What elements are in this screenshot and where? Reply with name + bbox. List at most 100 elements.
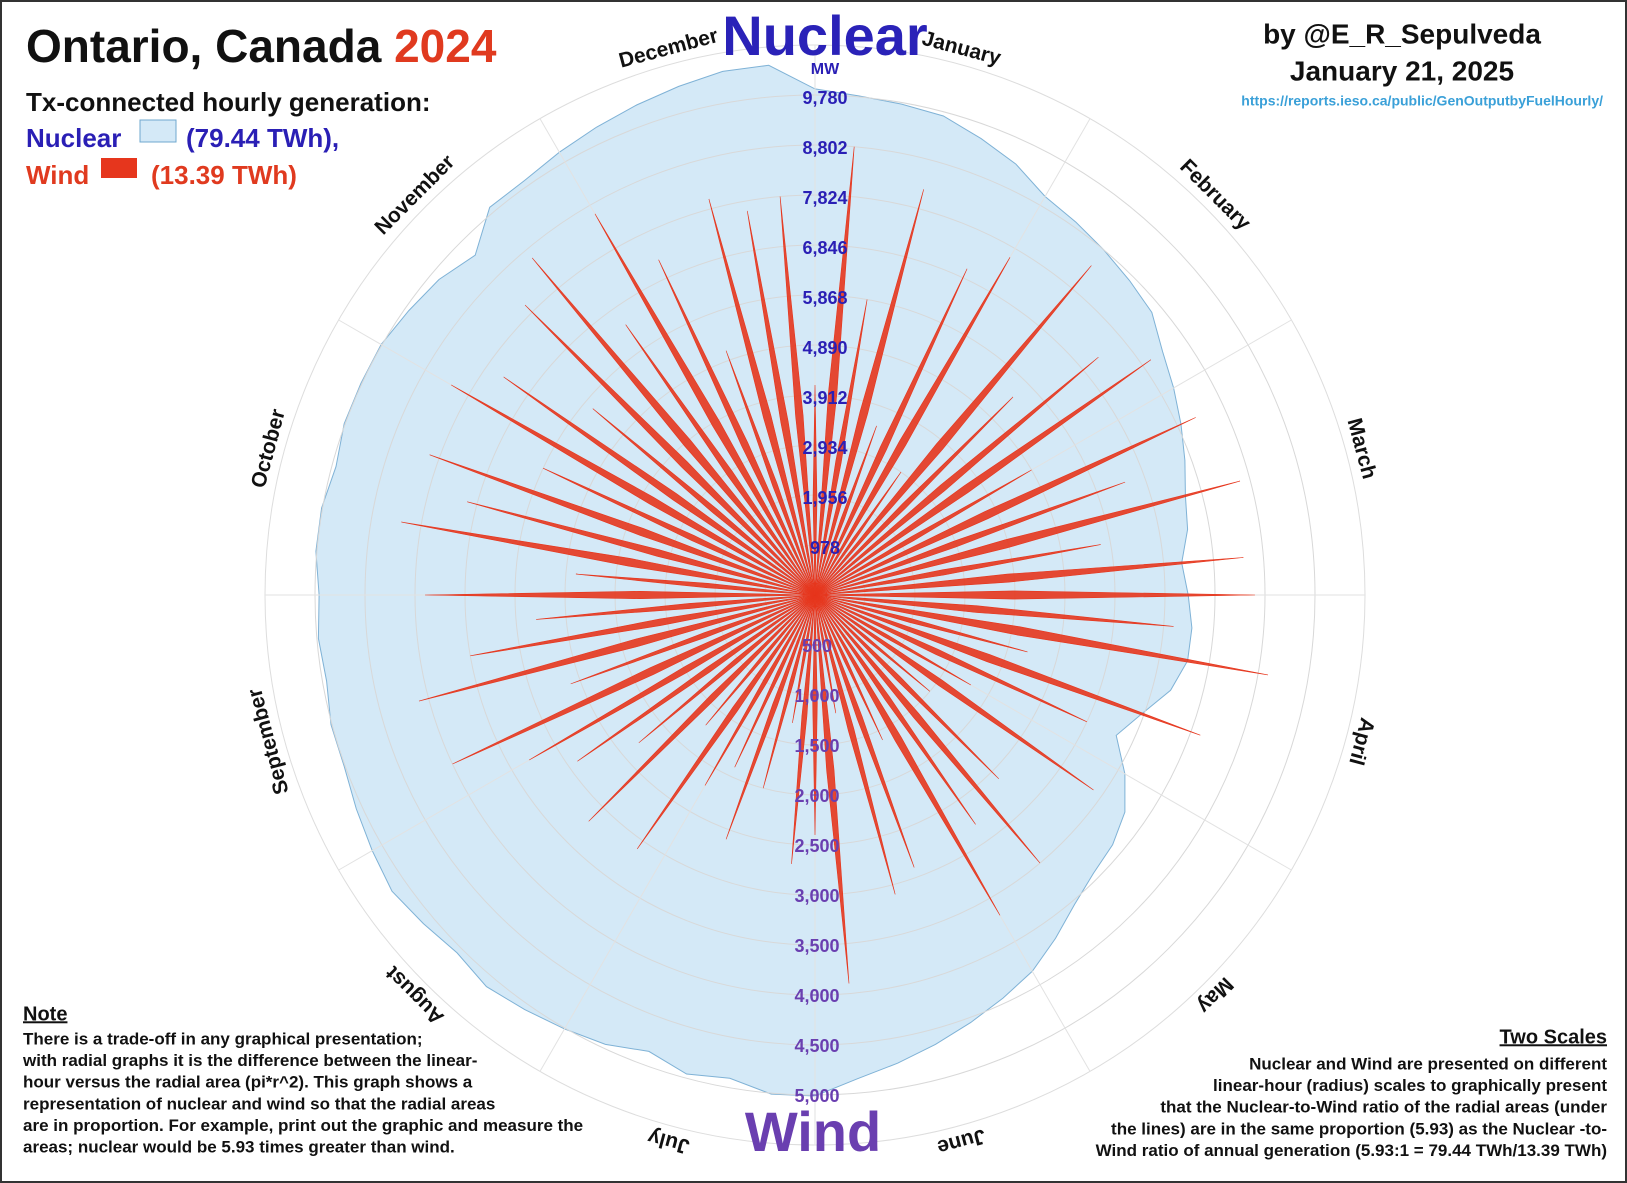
wind-spike bbox=[762, 594, 816, 789]
y2-tick-label: 500 bbox=[802, 636, 832, 656]
wind-spike bbox=[588, 594, 816, 822]
wind-spike bbox=[814, 189, 924, 596]
y-tick-label: 8,802 bbox=[802, 138, 847, 158]
wind-spike bbox=[467, 501, 816, 596]
y2-tick-label: 3,500 bbox=[794, 936, 839, 956]
unit-label: MW bbox=[811, 61, 840, 78]
wind-spike bbox=[592, 408, 816, 596]
wind-spike bbox=[814, 594, 883, 741]
wind-spike bbox=[536, 594, 816, 620]
wind-spike bbox=[814, 594, 1201, 736]
y-tick-label: 9,780 bbox=[802, 88, 847, 108]
y2-tick-label: 4,500 bbox=[794, 1036, 839, 1056]
wind-spike bbox=[577, 594, 816, 762]
date: January 21, 2025 bbox=[1290, 55, 1514, 86]
wind-spike bbox=[725, 594, 816, 840]
y2-tick-label: 2,500 bbox=[794, 836, 839, 856]
y2-tick-label: 1,500 bbox=[794, 736, 839, 756]
wind-spike bbox=[625, 324, 816, 596]
wind-spike bbox=[594, 213, 816, 596]
wind-spike bbox=[542, 467, 816, 596]
note-line: with radial graphs it is the difference … bbox=[22, 1051, 477, 1070]
wind-spike bbox=[814, 594, 972, 686]
wind-spike bbox=[814, 359, 1152, 596]
wind-spike bbox=[531, 257, 816, 596]
source-link[interactable]: https://reports.ieso.ca/public/GenOutput… bbox=[1241, 93, 1603, 109]
y-tick-label: 978 bbox=[810, 538, 840, 558]
wind-spike bbox=[814, 594, 976, 825]
wind-spike bbox=[429, 454, 816, 596]
wind-spike bbox=[814, 265, 1092, 596]
note-title: Note bbox=[23, 1003, 67, 1025]
plot-area: 978 1,956 2,934 3,912 4,890 5,868 6,846 7,824 8,… bbox=[243, 24, 1381, 1159]
wind-spike bbox=[814, 268, 968, 596]
wind-spike bbox=[747, 210, 816, 596]
wind-spike bbox=[570, 594, 816, 685]
wind-spike bbox=[524, 304, 816, 596]
note-line: representation of nuclear and wind so th… bbox=[23, 1094, 495, 1113]
wind-spike bbox=[814, 590, 1256, 600]
scales-line: linear-hour (radius) scales to graphical… bbox=[1213, 1076, 1607, 1095]
wind-spike bbox=[814, 594, 837, 714]
wind-spike bbox=[734, 594, 816, 768]
nuclear-heading: Nuclear bbox=[722, 4, 927, 67]
wind-spike bbox=[791, 594, 816, 865]
wind-spike bbox=[470, 594, 816, 657]
wind-spike bbox=[725, 350, 816, 596]
y-tick-label: 3,912 bbox=[802, 388, 847, 408]
scales-line: the lines) are in the same proportion (5… bbox=[1111, 1119, 1607, 1138]
wind-spike bbox=[418, 594, 816, 702]
wind-spike bbox=[814, 544, 1101, 596]
wind-spike bbox=[424, 590, 816, 600]
wind-spike bbox=[814, 594, 896, 895]
wind-spike bbox=[812, 384, 818, 596]
wind-spike bbox=[814, 594, 850, 984]
wind-spike bbox=[636, 594, 816, 850]
legend-label: Wind bbox=[26, 160, 89, 190]
wind-spike bbox=[814, 594, 915, 868]
chart-title: Ontario, Canada 2024 bbox=[26, 20, 497, 72]
subtitle: Tx-connected hourly generation: bbox=[26, 87, 431, 117]
wind-spike bbox=[814, 594, 1000, 780]
wind-spike bbox=[503, 376, 816, 596]
wind-spike bbox=[451, 384, 816, 596]
wind-spike bbox=[814, 594, 931, 692]
legend-note: (79.44 TWh), bbox=[186, 123, 339, 153]
note-line: hour versus the radial area (pi*r^2). Th… bbox=[23, 1073, 473, 1092]
note-line: are in proportion. For example, print ou… bbox=[23, 1116, 583, 1135]
wind-spike bbox=[658, 259, 816, 596]
wind-spike bbox=[575, 573, 816, 596]
note-line: areas; nuclear would be 5.93 times great… bbox=[23, 1137, 455, 1156]
wind-spike bbox=[814, 257, 1011, 596]
wind-spike bbox=[814, 594, 1028, 653]
wind-spike bbox=[708, 198, 816, 596]
wind-spike bbox=[814, 425, 877, 596]
y2-tick-label: 4,000 bbox=[794, 986, 839, 1006]
title-text: Ontario, Canada bbox=[26, 20, 382, 72]
wind-spike bbox=[705, 594, 816, 726]
wind-spike bbox=[814, 594, 1001, 916]
wind-spike bbox=[814, 594, 1174, 627]
wind-spike bbox=[814, 557, 1244, 596]
y2-tick-label: 1,000 bbox=[794, 686, 839, 706]
wind-spike bbox=[779, 196, 816, 596]
scales-line: Nuclear and Wind are presented on differ… bbox=[1249, 1054, 1607, 1073]
legend-swatch bbox=[101, 158, 137, 178]
wind-spike bbox=[814, 481, 1126, 596]
scales-line: Wind ratio of annual generation (5.93:1 … bbox=[1096, 1141, 1607, 1160]
legend-note: (13.39 TWh) bbox=[151, 160, 297, 190]
wind-spike bbox=[814, 299, 868, 596]
wind-spike bbox=[529, 594, 816, 761]
y-tick-label: 1,956 bbox=[802, 488, 847, 508]
wind-spike bbox=[814, 594, 1094, 791]
wind-spike bbox=[814, 396, 1014, 596]
wind-spike bbox=[814, 594, 1041, 864]
y-tick-label: 4,890 bbox=[802, 338, 847, 358]
scales-title: Two Scales bbox=[1500, 1026, 1607, 1048]
wind-spike bbox=[638, 594, 816, 744]
wind-heading: Wind bbox=[745, 1100, 881, 1163]
wind-spike bbox=[814, 480, 1241, 596]
wind-spike bbox=[452, 594, 816, 765]
y-tick-label: 2,934 bbox=[802, 438, 847, 458]
